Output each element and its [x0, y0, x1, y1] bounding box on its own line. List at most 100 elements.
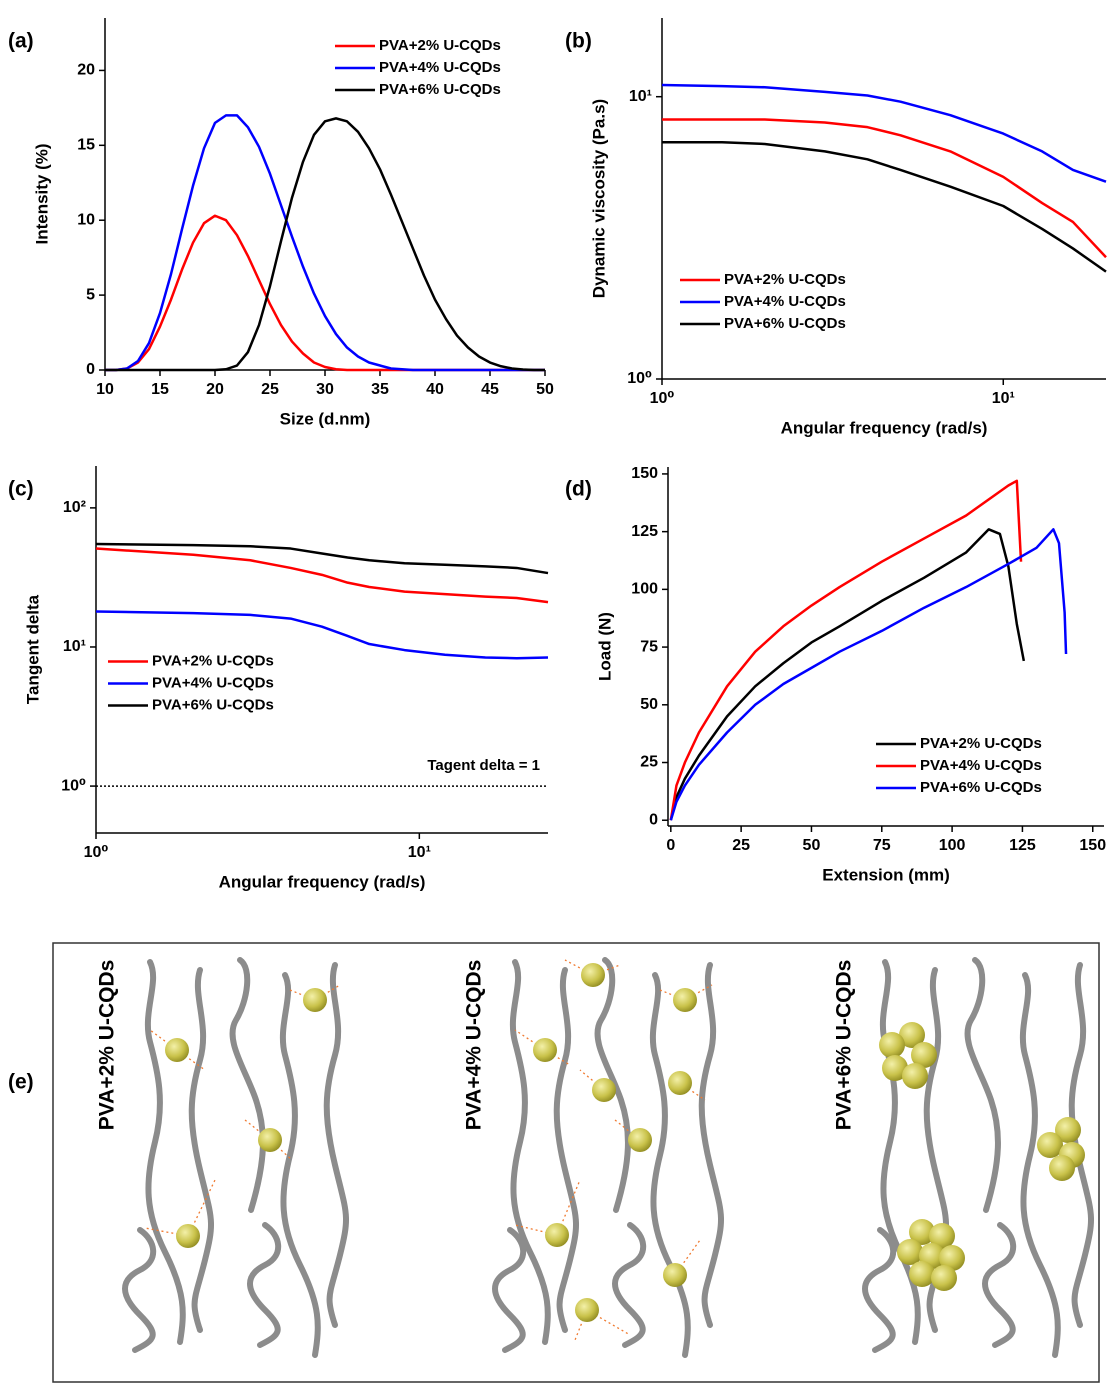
x-axis-title: Angular frequency (rad/s): [219, 872, 426, 891]
y-tick-label: 10⁰: [627, 370, 652, 387]
series-line: [95, 542, 549, 575]
dot: [897, 1239, 923, 1265]
series-line: [662, 140, 1107, 273]
dot: [1049, 1155, 1075, 1181]
y-tick-label: 10¹: [63, 638, 86, 655]
bond: [144, 1227, 189, 1237]
chain: [233, 960, 263, 1210]
chain: [148, 962, 183, 1342]
y-axis-title: Intensity (%): [32, 143, 51, 244]
dot: [668, 1071, 692, 1095]
x-tick-label: 15: [151, 381, 169, 398]
polymer-chains: [125, 960, 1091, 1355]
chain: [513, 962, 548, 1342]
bond: [674, 1239, 701, 1276]
legend-label: PVA+6% U-CQDs: [152, 696, 274, 713]
legend-label: PVA+4% U-CQDs: [379, 59, 501, 76]
legend-label: PVA+6% U-CQDs: [724, 315, 846, 332]
legend-label: PVA+2% U-CQDs: [724, 271, 846, 288]
series-line: [105, 214, 545, 372]
x-tick-label: 10¹: [992, 390, 1015, 407]
dot: [533, 1038, 557, 1062]
legend-label: PVA+2% U-CQDs: [920, 735, 1042, 752]
y-axis-title: Dynamic viscosity (Pa.s): [589, 99, 608, 298]
dot: [176, 1224, 200, 1248]
diagram-frame: [52, 942, 1100, 1383]
y-tick-label: 125: [631, 523, 658, 540]
chart: (d) 0 25 50 75 100 125 150 0 25 50 75 100 125 150 Exten…: [565, 465, 1106, 884]
chain: [865, 1230, 893, 1350]
dot: [931, 1265, 957, 1291]
dot: [911, 1042, 937, 1068]
x-tick-label: 45: [481, 381, 499, 398]
x-tick-label: 10¹: [408, 844, 431, 861]
series-line: [105, 117, 545, 372]
x-tick-label: 10: [96, 381, 114, 398]
bond: [514, 1224, 558, 1236]
y-tick-label: 5: [86, 286, 95, 303]
x-tick-label: 10⁰: [84, 844, 109, 861]
series-line: [669, 528, 1068, 821]
y-tick-label: 0: [649, 811, 658, 828]
dot: [909, 1261, 935, 1287]
nanodots: [165, 963, 1085, 1322]
panel-label: (a): [8, 30, 34, 53]
dot: [663, 1263, 687, 1287]
x-tick-label: 50: [536, 381, 554, 398]
series-line: [661, 83, 1107, 183]
chart: (a) 10 15 20 25 30 35 40 45 50 0 5 10 15 20 Size (d.nm)…: [8, 18, 554, 428]
annotation: Tagent delta = 1: [427, 757, 540, 774]
y-tick-label: 10²: [63, 499, 86, 516]
y-axis-title: Tangent delta: [23, 594, 42, 704]
x-tick-label: 30: [316, 381, 334, 398]
diagram: (e) PVA+2% U-CQDs PVA+4% U-CQDs PVA+6% U…: [8, 942, 1100, 1383]
dot: [165, 1038, 189, 1062]
y-tick-label: 10: [77, 211, 95, 228]
legend-label: PVA+4% U-CQDs: [724, 293, 846, 310]
series-line: [95, 610, 549, 660]
panel-title: PVA+4% U-CQDs: [463, 960, 486, 1131]
dot: [939, 1245, 965, 1271]
dot: [303, 988, 327, 1012]
chain: [883, 962, 918, 1342]
panel-title: PVA+6% U-CQDs: [833, 960, 856, 1131]
dot: [899, 1022, 925, 1048]
chain: [985, 1225, 1013, 1345]
chain: [557, 970, 576, 1330]
x-tick-label: 125: [1009, 837, 1036, 854]
chain: [192, 970, 211, 1330]
chain: [327, 965, 346, 1325]
x-tick-label: 35: [371, 381, 389, 398]
x-axis-title: Extension (mm): [822, 865, 950, 884]
dot: [1037, 1132, 1063, 1158]
y-tick-label: 15: [77, 137, 95, 154]
series-line: [95, 547, 549, 604]
x-axis-title: Size (d.nm): [280, 409, 371, 428]
x-tick-label: 40: [426, 381, 444, 398]
y-tick-label: 10¹: [629, 88, 652, 105]
panel-label: (e): [8, 1071, 34, 1094]
x-tick-label: 150: [1079, 837, 1106, 854]
chain: [495, 1230, 523, 1350]
legend-label: PVA+4% U-CQDs: [152, 674, 274, 691]
y-tick-label: 20: [77, 62, 95, 79]
chain: [968, 960, 998, 1210]
panel-label: (c): [8, 478, 34, 501]
y-tick-label: 150: [631, 465, 658, 482]
legend-label: PVA+4% U-CQDs: [920, 757, 1042, 774]
series-line: [669, 528, 1026, 821]
x-tick-label: 25: [732, 837, 750, 854]
panel-title: PVA+2% U-CQDs: [96, 960, 119, 1131]
legend-label: PVA+2% U-CQDs: [379, 37, 501, 54]
y-tick-label: 50: [640, 696, 658, 713]
dot: [545, 1223, 569, 1247]
y-tick-label: 75: [640, 638, 658, 655]
dot: [902, 1063, 928, 1089]
dot: [581, 963, 605, 987]
x-tick-label: 75: [873, 837, 891, 854]
panel-label: (d): [565, 478, 592, 501]
chain: [283, 975, 318, 1355]
dot: [909, 1219, 935, 1245]
